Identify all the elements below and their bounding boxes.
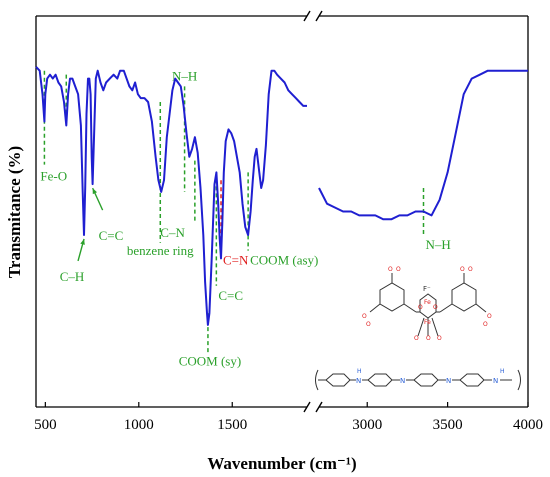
svg-text:O: O bbox=[468, 266, 473, 273]
svg-text:O: O bbox=[437, 335, 442, 342]
annotation-label: benzene ring bbox=[127, 243, 194, 258]
annotation-label: COOM (sy) bbox=[179, 353, 241, 368]
svg-text:O: O bbox=[433, 304, 438, 311]
poly-n4: N bbox=[493, 377, 498, 385]
annotation-label: Fe-O bbox=[40, 169, 67, 184]
poly-n2: N bbox=[400, 377, 405, 385]
x-ticks: 500 1000 1500 3000 3500 4000 bbox=[34, 402, 543, 433]
annotation-label: C–N bbox=[160, 225, 185, 240]
svg-text:O: O bbox=[418, 304, 423, 311]
annotation-label: C=C bbox=[218, 288, 243, 303]
svg-text:O: O bbox=[396, 266, 401, 273]
annotation-arrowhead bbox=[92, 188, 98, 195]
axes-frame bbox=[35, 15, 529, 408]
fe-label: Fe bbox=[424, 299, 431, 306]
spectrum-line bbox=[318, 69, 528, 221]
svg-text:O: O bbox=[483, 321, 488, 328]
y-axis-title: Transmitance (%) bbox=[5, 146, 24, 278]
svg-text:O: O bbox=[487, 313, 492, 320]
annotation-label: C=C bbox=[99, 228, 124, 243]
annotation-label: C=N bbox=[223, 253, 249, 268]
x-tick-label: 1500 bbox=[217, 417, 247, 433]
annotation-arrowhead bbox=[80, 238, 85, 245]
axis-break-bottom bbox=[303, 401, 323, 413]
x-axis-title: Wavenumber (cm⁻¹) bbox=[207, 454, 356, 473]
svg-text:O: O bbox=[426, 335, 431, 342]
svg-text:O: O bbox=[414, 335, 419, 342]
svg-text:Fe: Fe bbox=[424, 319, 431, 326]
x-tick-label: 500 bbox=[34, 417, 57, 433]
annotation-label: N–H bbox=[426, 237, 451, 252]
axis-break-top bbox=[303, 10, 323, 22]
annotation-label: C–H bbox=[60, 269, 85, 284]
poly-h1: H bbox=[357, 368, 362, 375]
x-tick-label: 3500 bbox=[433, 417, 463, 433]
fluoride-label: F⁻ bbox=[423, 285, 431, 293]
svg-text:O: O bbox=[362, 313, 367, 320]
series-layer bbox=[35, 66, 528, 326]
spectrum-line bbox=[35, 66, 307, 326]
x-tick-label: 4000 bbox=[513, 417, 543, 433]
x-tick-label: 3000 bbox=[352, 417, 382, 433]
annotation-label: COOM (asy) bbox=[250, 253, 318, 268]
poly-n1: N bbox=[356, 377, 361, 385]
svg-text:O: O bbox=[388, 266, 393, 273]
svg-text:O: O bbox=[366, 321, 371, 328]
polymer-structure-inset: N H N N N H bbox=[315, 368, 521, 391]
poly-h2: H bbox=[500, 368, 505, 375]
annotation-label: N–H bbox=[172, 68, 197, 83]
svg-text:O: O bbox=[460, 266, 465, 273]
poly-n3: N bbox=[446, 377, 451, 385]
x-tick-label: 1000 bbox=[124, 417, 154, 433]
